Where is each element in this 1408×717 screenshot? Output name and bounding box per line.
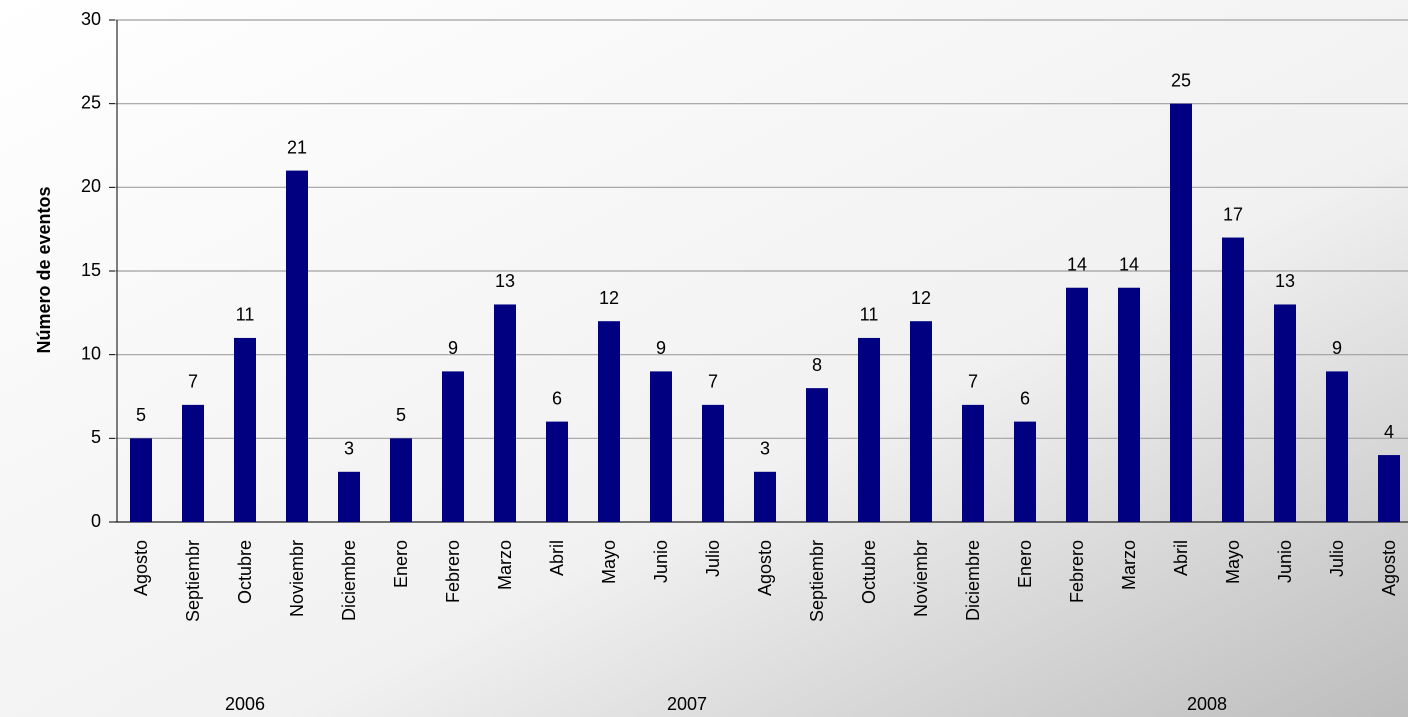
bar bbox=[234, 337, 256, 522]
y-tick-label: 10 bbox=[81, 343, 101, 363]
bar bbox=[598, 321, 620, 522]
bar bbox=[182, 404, 204, 522]
x-tick-label: Septiembr bbox=[183, 540, 203, 622]
year-label: 2007 bbox=[667, 694, 707, 714]
value-label: 21 bbox=[287, 137, 307, 157]
bar bbox=[1274, 304, 1296, 522]
year-label: 2008 bbox=[1187, 694, 1227, 714]
value-label: 7 bbox=[188, 372, 198, 392]
value-label: 7 bbox=[968, 372, 978, 392]
x-tick-label: Diciembre bbox=[963, 540, 983, 621]
value-label: 7 bbox=[708, 372, 718, 392]
x-tick-label: Mayo bbox=[599, 540, 619, 584]
bar bbox=[806, 388, 828, 522]
x-tick-label: Febrero bbox=[1067, 540, 1087, 603]
x-tick-label: Marzo bbox=[1119, 540, 1139, 590]
bar bbox=[390, 438, 412, 522]
value-label: 4 bbox=[1384, 422, 1394, 442]
x-tick-label: Abril bbox=[1171, 540, 1191, 576]
x-tick-label: Diciembre bbox=[339, 540, 359, 621]
x-tick-label: Octubre bbox=[235, 540, 255, 604]
value-label: 6 bbox=[1020, 388, 1030, 408]
bar bbox=[1326, 371, 1348, 522]
y-tick-label: 15 bbox=[81, 260, 101, 280]
x-tick-label: Enero bbox=[1015, 540, 1035, 588]
bar bbox=[338, 471, 360, 522]
value-label: 3 bbox=[344, 439, 354, 459]
y-tick-label: 0 bbox=[91, 511, 101, 531]
bar bbox=[130, 438, 152, 522]
bar bbox=[702, 404, 724, 522]
y-tick-label: 5 bbox=[91, 427, 101, 447]
bar bbox=[1222, 237, 1244, 523]
value-label: 12 bbox=[911, 288, 931, 308]
y-tick-label: 25 bbox=[81, 92, 101, 112]
y-tick-label: 30 bbox=[81, 9, 101, 29]
x-tick-label: Noviembr bbox=[911, 540, 931, 617]
y-tick-label: 20 bbox=[81, 176, 101, 196]
x-tick-label: Octubre bbox=[859, 540, 879, 604]
value-label: 8 bbox=[812, 355, 822, 375]
value-label: 12 bbox=[599, 288, 619, 308]
bar bbox=[442, 371, 464, 522]
bar bbox=[650, 371, 672, 522]
x-tick-label: Noviembr bbox=[287, 540, 307, 617]
value-label: 13 bbox=[1275, 271, 1295, 291]
bar bbox=[962, 404, 984, 522]
value-label: 3 bbox=[760, 439, 770, 459]
x-tick-label: Junio bbox=[651, 540, 671, 583]
bar bbox=[910, 321, 932, 522]
bar bbox=[754, 471, 776, 522]
value-label: 13 bbox=[495, 271, 515, 291]
y-axis-label: Número de eventos bbox=[34, 186, 54, 353]
value-label: 5 bbox=[136, 405, 146, 425]
x-tick-label: Febrero bbox=[443, 540, 463, 603]
value-label: 25 bbox=[1171, 70, 1191, 90]
value-label: 9 bbox=[1332, 338, 1342, 358]
value-label: 11 bbox=[860, 305, 879, 325]
x-tick-label: Agosto bbox=[131, 540, 151, 596]
value-label: 6 bbox=[552, 388, 562, 408]
bar bbox=[1378, 455, 1400, 522]
value-label: 5 bbox=[396, 405, 406, 425]
value-label: 9 bbox=[656, 338, 666, 358]
value-label: 14 bbox=[1067, 254, 1087, 274]
value-label: 9 bbox=[448, 338, 458, 358]
value-label: 11 bbox=[236, 305, 255, 325]
value-label: 17 bbox=[1223, 204, 1243, 224]
x-tick-label: Mayo bbox=[1223, 540, 1243, 584]
x-tick-label: Enero bbox=[391, 540, 411, 588]
x-tick-label: Septiembr bbox=[807, 540, 827, 622]
bar bbox=[1118, 287, 1140, 522]
x-tick-label: Agosto bbox=[1379, 540, 1399, 596]
bar bbox=[546, 421, 568, 522]
year-label: 2006 bbox=[225, 694, 265, 714]
bar bbox=[286, 170, 308, 522]
bar bbox=[1014, 421, 1036, 522]
value-label: 14 bbox=[1119, 254, 1139, 274]
x-tick-label: Julio bbox=[703, 540, 723, 577]
x-tick-label: Marzo bbox=[495, 540, 515, 590]
bar bbox=[1170, 103, 1192, 523]
x-tick-label: Agosto bbox=[755, 540, 775, 596]
bar bbox=[494, 304, 516, 522]
bar bbox=[1066, 287, 1088, 522]
x-tick-label: Abril bbox=[547, 540, 567, 576]
bar bbox=[858, 337, 880, 522]
x-tick-label: Julio bbox=[1327, 540, 1347, 577]
x-tick-label: Junio bbox=[1275, 540, 1295, 583]
